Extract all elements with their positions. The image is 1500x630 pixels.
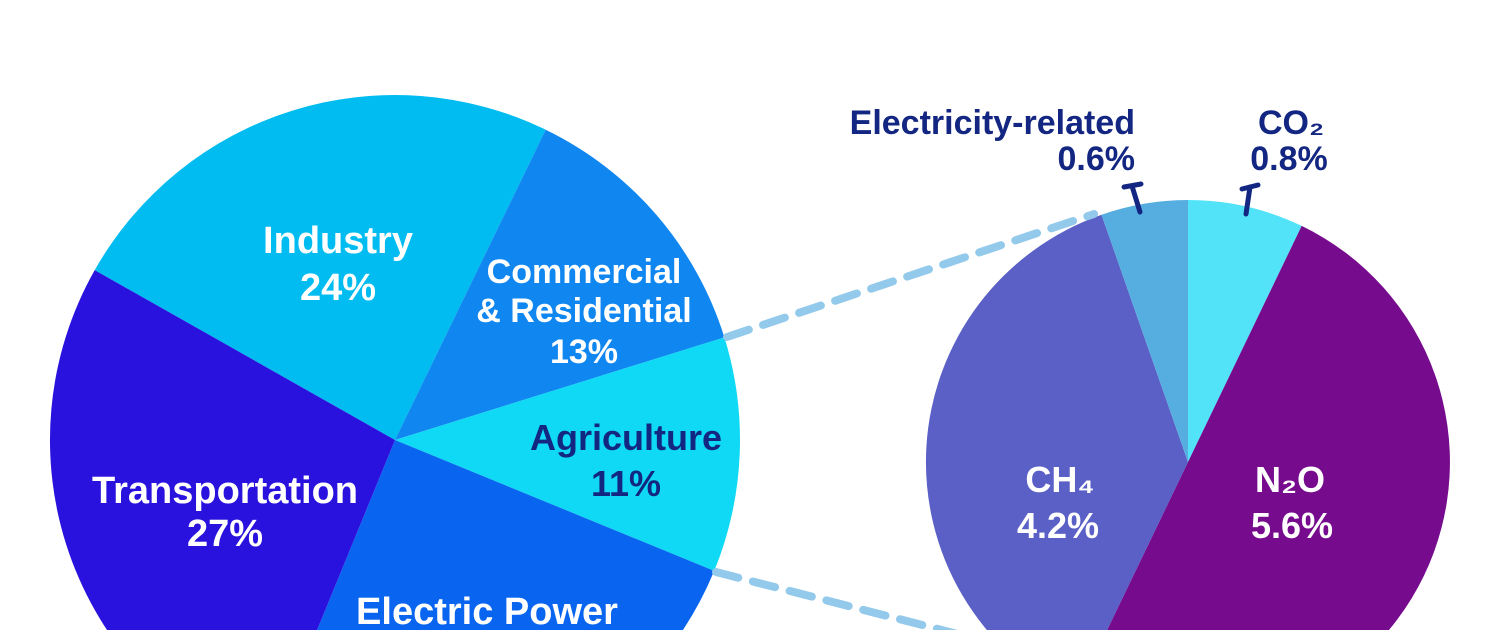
slice-label-transportation-line1: 27% — [187, 513, 263, 555]
pie-agriculture-emissions-by-gas: N₂O 5.6% CH₄ 4.2% — [925, 199, 1451, 630]
slice-label-commercial-residential-line1: & Residential — [476, 292, 691, 330]
pie-slice-electricity-related — [1101, 200, 1188, 462]
slice-label-ch4-line1: 4.2% — [1017, 505, 1099, 546]
pie-slice-electric-power — [317, 440, 715, 630]
callout-tick-cap-electricity-related — [1121, 181, 1144, 190]
pie-slice-industry — [94, 95, 546, 440]
slice-label-industry-line0: Industry — [263, 220, 413, 262]
callout-tick-stem-electricity-related — [1129, 183, 1143, 215]
callout-label-electricity-related-line1: 0.6% — [1058, 140, 1136, 178]
callout-label-electricity-related-line0: Electricity-related — [850, 104, 1135, 142]
callout-tick-cap-co2 — [1239, 182, 1261, 192]
slice-label-transportation-line0: Transportation — [92, 470, 358, 512]
pie-slice-n2o — [1107, 225, 1451, 630]
slice-label-commercial-residential-line2: 13% — [550, 333, 618, 371]
slice-label-agriculture-line0: Agriculture — [530, 417, 722, 458]
zoom-connector-upper — [723, 210, 1098, 341]
slice-label-industry-line1: 24% — [300, 267, 376, 309]
slice-label-n2o-line0: N₂O — [1255, 459, 1325, 500]
pie-slice-commercial-residential — [395, 129, 725, 440]
callout-tick-stem-co2 — [1243, 184, 1253, 217]
pie-slice-agriculture — [395, 337, 741, 571]
zoom-connector-lower — [712, 568, 958, 630]
slice-label-n2o-line1: 5.6% — [1251, 505, 1333, 546]
slice-label-agriculture-line1: 11% — [591, 463, 661, 504]
callout-label-co2-line1: 0.8% — [1250, 140, 1328, 178]
slice-label-commercial-residential-line0: Commercial — [487, 253, 682, 291]
slice-label-ch4-line0: CH₄ — [1025, 459, 1094, 500]
callout-label-co2-line0: CO₂ — [1258, 104, 1324, 142]
slice-label-electric-power-line0: Electric Power — [356, 591, 618, 630]
pie-slice-transportation — [50, 270, 395, 630]
pie-slice-ch4 — [925, 214, 1188, 630]
pie-slice-co2 — [1188, 199, 1302, 462]
